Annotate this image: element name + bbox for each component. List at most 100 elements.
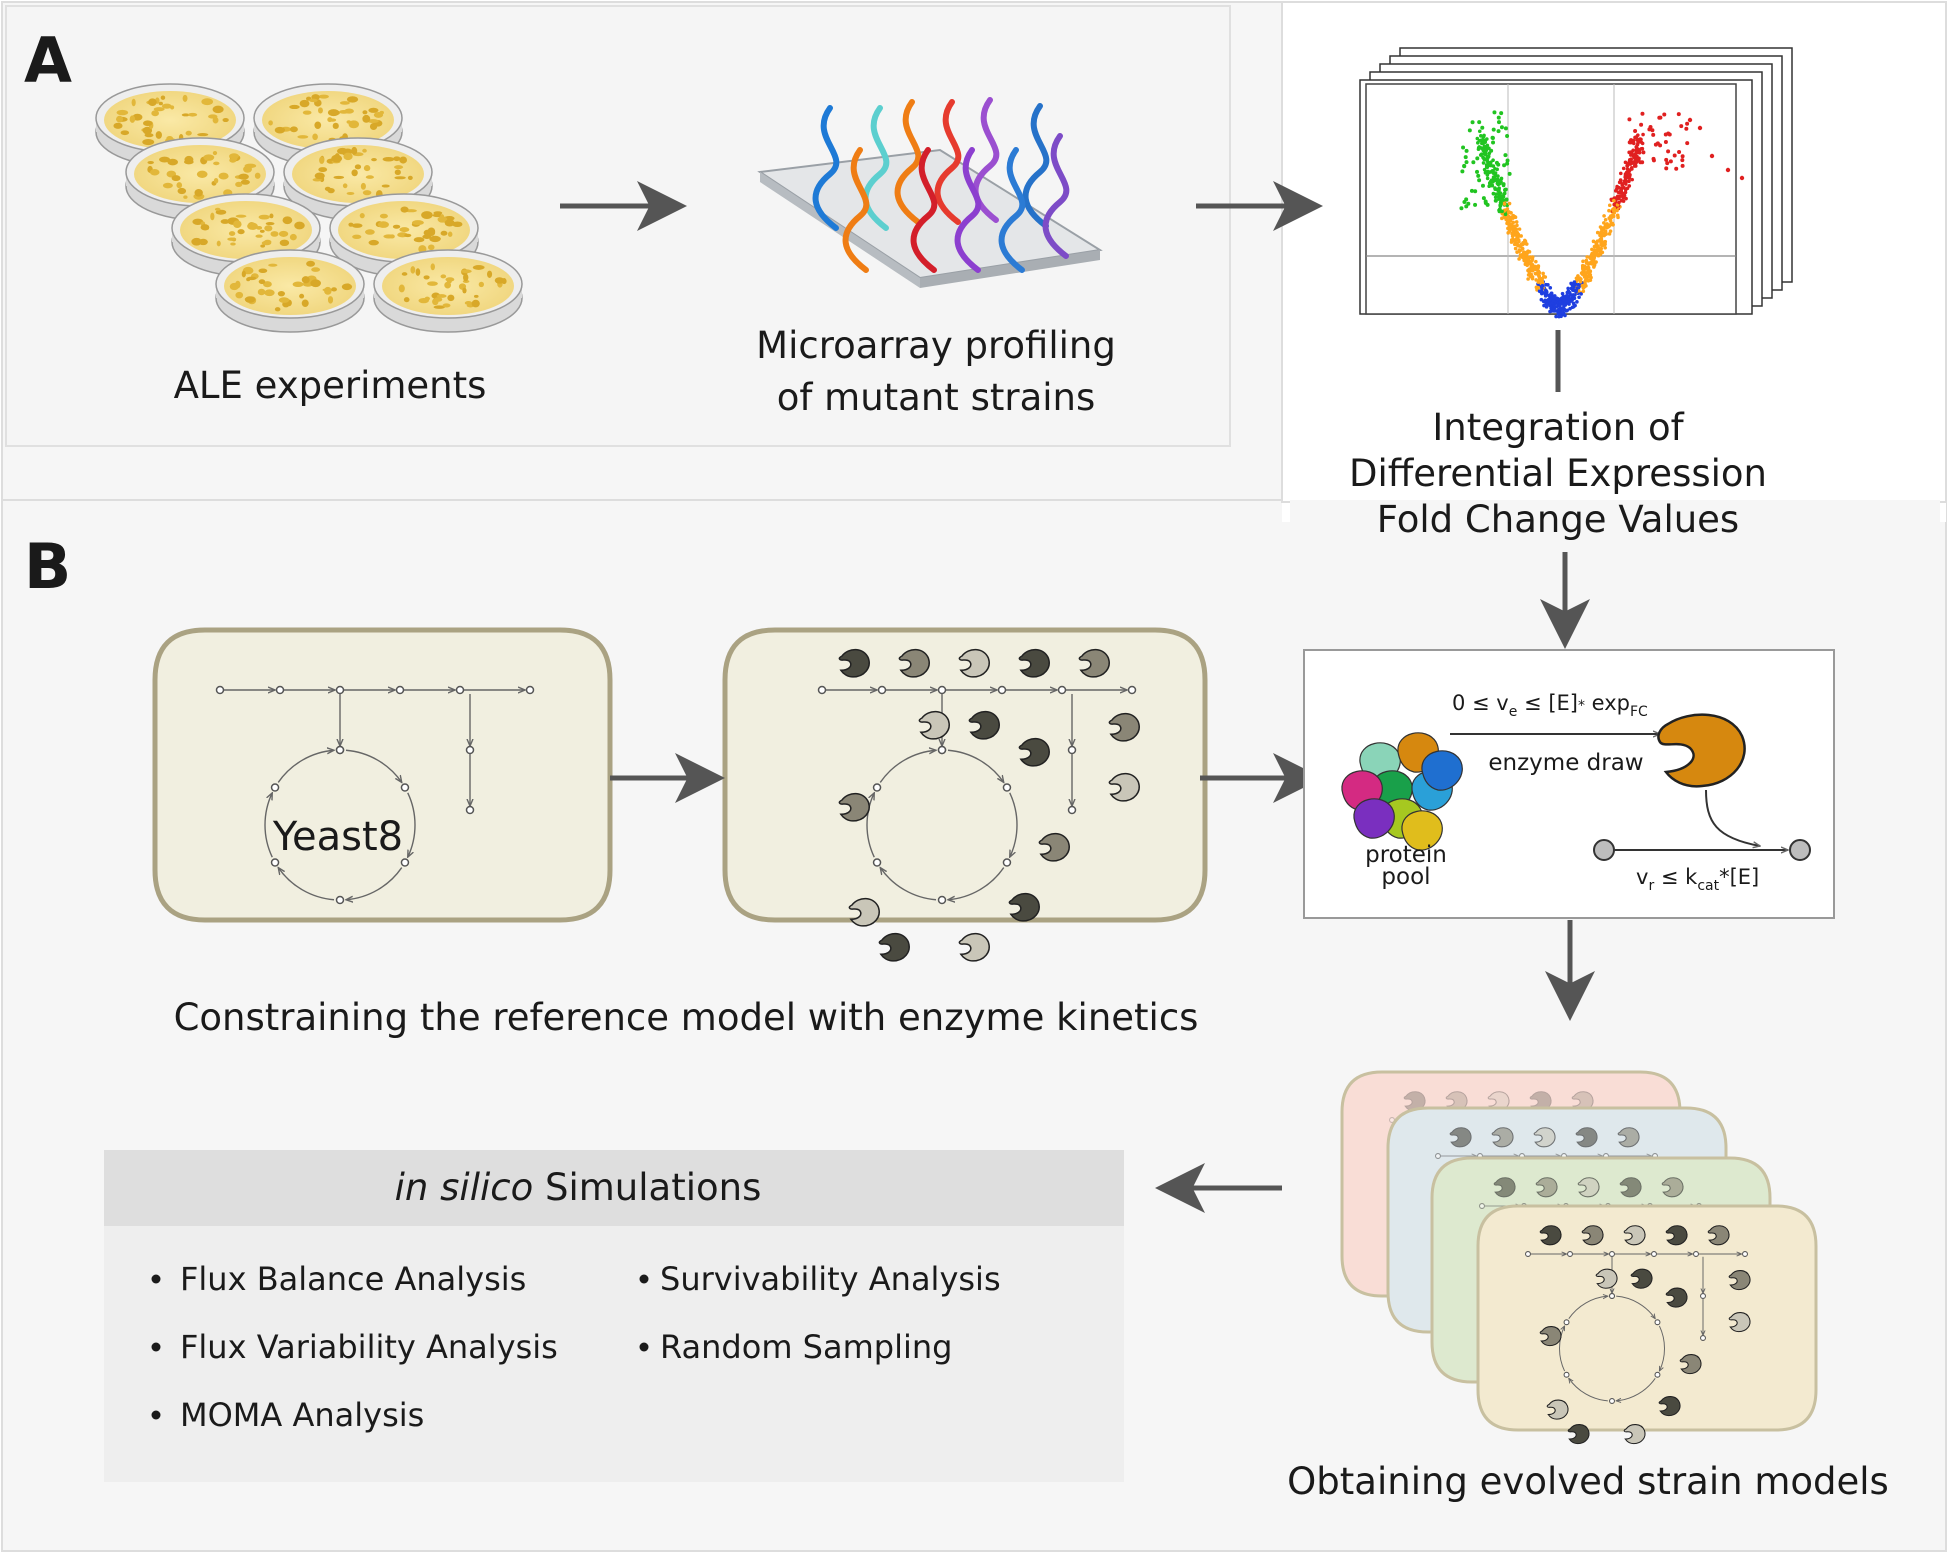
volcano-point (1630, 177, 1634, 182)
volcano-point (1655, 141, 1660, 146)
volcano-point (1625, 167, 1630, 171)
volcano-point (1529, 265, 1533, 270)
volcano-point (1515, 223, 1519, 228)
volcano-point (1530, 257, 1535, 262)
dna-strand (894, 99, 922, 225)
volcano-point (1546, 298, 1551, 303)
volcano-point (1493, 198, 1498, 203)
volcano-point (1677, 149, 1682, 154)
volcano-point (1588, 278, 1593, 282)
volcano-point (1583, 279, 1587, 284)
volcano-point (1739, 175, 1745, 181)
volcano-point (1556, 311, 1561, 316)
simulation-item: MOMA Analysis (180, 1396, 424, 1434)
volcano-point (1483, 138, 1488, 143)
ale-caption: ALE experiments (174, 364, 487, 407)
enzyme-icon (1665, 1225, 1688, 1246)
volcano-point (1530, 275, 1535, 279)
volcano-point (1499, 111, 1504, 116)
volcano-point (1625, 163, 1630, 168)
dna-strand (812, 105, 840, 231)
dna-strand (1042, 133, 1070, 259)
volcano-point (1666, 149, 1671, 154)
volcano-point (1630, 161, 1635, 165)
enzyme-icon (1623, 1424, 1646, 1445)
protein-blob (1353, 798, 1395, 839)
volcano-point (1505, 161, 1510, 166)
volcano-point (1534, 259, 1538, 264)
volcano-point (1476, 141, 1480, 145)
volcano-point (1485, 176, 1490, 181)
volcano-point (1618, 171, 1623, 176)
volcano-point (1527, 268, 1531, 273)
product-node (1789, 839, 1811, 861)
volcano-point (1567, 302, 1571, 306)
enzyme-icon (1658, 1396, 1681, 1417)
volcano-point (1483, 199, 1488, 204)
enzyme-icon (1577, 1177, 1600, 1198)
volcano-point (1576, 274, 1580, 278)
volcano-point (1602, 214, 1606, 218)
volcano-plot-front (1365, 83, 1737, 315)
enzyme-icon (1571, 1091, 1594, 1112)
enzyme-icon (1657, 713, 1746, 788)
volcano-point (1476, 173, 1481, 178)
volcano-point (1628, 173, 1632, 177)
volcano-point (1607, 232, 1612, 236)
volcano-point (1598, 238, 1603, 242)
volcano-point (1571, 301, 1576, 306)
volcano-point (1697, 125, 1703, 131)
volcano-point (1605, 222, 1609, 226)
enzyme-icon (958, 932, 990, 962)
volcano-point (1562, 297, 1566, 302)
volcano-point (1612, 206, 1617, 211)
volcano-point (1639, 146, 1644, 151)
volcano-point (1517, 227, 1522, 231)
volcano-point (1487, 146, 1491, 151)
volcano-point (1687, 117, 1693, 123)
volcano-point (1612, 198, 1616, 203)
protein-blob (1401, 810, 1443, 851)
volcano-point (1507, 171, 1512, 176)
volcano-point (1494, 192, 1498, 196)
volcano-point (1506, 226, 1510, 231)
volcano-point (1590, 261, 1594, 266)
volcano-point (1499, 125, 1504, 130)
simulations-box: in silico Simulations Flux Balance Analy… (104, 1150, 1124, 1482)
volcano-point (1570, 282, 1575, 287)
integration-caption-line3: Fold Change Values (1377, 498, 1739, 541)
volcano-point (1548, 286, 1553, 290)
volcano-point (1581, 259, 1585, 264)
dna-strand (998, 147, 1026, 273)
volcano-point (1582, 275, 1587, 279)
volcano-point (1581, 269, 1586, 273)
volcano-point (1545, 302, 1550, 306)
volcano-point (1467, 128, 1472, 133)
volcano-point (1536, 285, 1541, 290)
volcano-point (1510, 231, 1515, 236)
volcano-point (1556, 308, 1561, 313)
volcano-point (1685, 141, 1690, 146)
volcano-point (1592, 255, 1597, 260)
volcano-point (1574, 290, 1578, 294)
petri-dish (329, 193, 479, 277)
volcano-point (1540, 286, 1544, 291)
volcano-point (1634, 159, 1639, 164)
volcano-point (1523, 239, 1528, 244)
volcano-point (1502, 163, 1507, 168)
enzyme-icon (1546, 1399, 1569, 1420)
enzyme-constrained-model-box (722, 627, 1208, 923)
volcano-point (1473, 202, 1478, 207)
volcano-point (1622, 186, 1626, 190)
volcano-point (1668, 159, 1673, 164)
volcano-point (1473, 189, 1478, 194)
volcano-point (1490, 169, 1495, 174)
volcano-point (1563, 303, 1568, 307)
volcano-point (1579, 292, 1583, 296)
volcano-point (1481, 156, 1486, 161)
volcano-point (1624, 175, 1629, 180)
volcano-point (1490, 135, 1495, 140)
volcano-point (1503, 153, 1508, 158)
enzyme-icon (1679, 1354, 1702, 1375)
volcano-point (1485, 143, 1490, 148)
